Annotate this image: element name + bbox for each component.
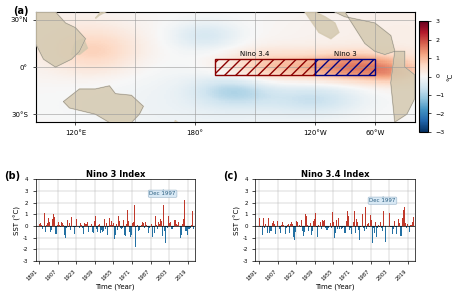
Polygon shape	[64, 86, 143, 127]
Title: Nino 3 Index: Nino 3 Index	[85, 170, 145, 179]
Polygon shape	[72, 39, 87, 54]
X-axis label: Time (Year): Time (Year)	[315, 283, 355, 290]
Text: Dec 1997: Dec 1997	[149, 190, 176, 196]
Polygon shape	[305, 12, 339, 39]
Y-axis label: °C: °C	[447, 72, 454, 81]
Polygon shape	[171, 121, 183, 139]
Polygon shape	[391, 51, 415, 122]
Y-axis label: SST (°C): SST (°C)	[14, 206, 21, 235]
Title: Nino 3.4 Index: Nino 3.4 Index	[301, 170, 369, 179]
Bar	[315, 59, 375, 75]
Bar	[215, 59, 315, 75]
Polygon shape	[335, 12, 395, 54]
Y-axis label: SST (°C): SST (°C)	[234, 206, 241, 235]
Text: (c): (c)	[224, 171, 238, 181]
Text: Dec 1997: Dec 1997	[369, 197, 396, 203]
Text: (b): (b)	[4, 171, 20, 181]
Polygon shape	[36, 12, 85, 67]
Text: (a): (a)	[13, 7, 28, 16]
Text: Nino 3: Nino 3	[334, 51, 356, 57]
X-axis label: Time (Year): Time (Year)	[95, 283, 135, 290]
Polygon shape	[95, 0, 125, 18]
Text: Nino 3.4: Nino 3.4	[240, 51, 270, 57]
